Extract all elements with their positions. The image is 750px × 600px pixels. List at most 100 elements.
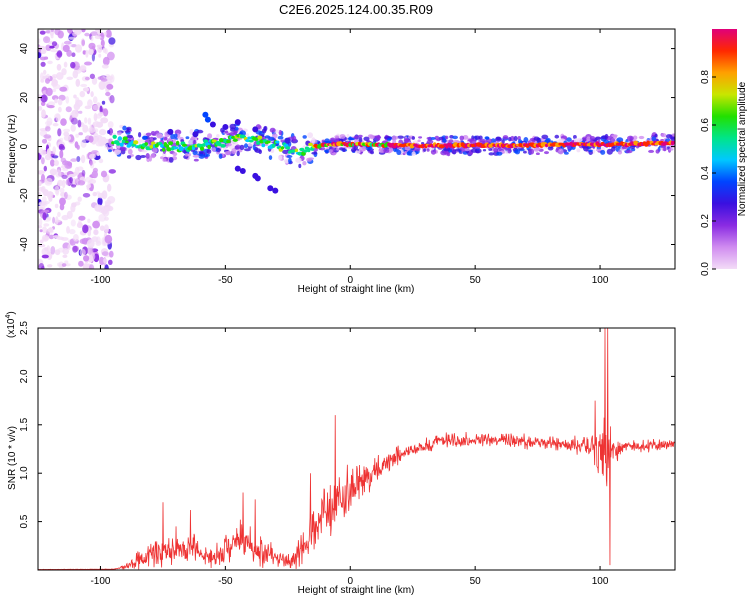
spectrogram-cell (43, 165, 47, 172)
spectrogram-cell (69, 176, 73, 184)
spectrogram-cell (70, 219, 76, 227)
spectrogram-cell (71, 117, 78, 125)
y-tick-label: 0 (19, 143, 30, 149)
spectrogram-cell (82, 124, 89, 133)
spectrogram-cell (277, 135, 284, 140)
colorbar-gradient (712, 29, 737, 269)
spectrogram-cell (535, 147, 541, 151)
spectrogram-cell (50, 159, 55, 167)
spectrogram-cell (452, 135, 458, 140)
spectrogram-cell (589, 136, 596, 141)
spectrogram-cell (651, 136, 657, 142)
spectrogram-cell (47, 264, 53, 268)
spectrogram-cell (232, 138, 238, 142)
spectrogram-cell (40, 61, 46, 67)
spectrogram-cell (48, 234, 55, 240)
spectrogram-cell (661, 133, 667, 138)
spectrogram-cell (514, 149, 521, 155)
spectrogram-cell (84, 135, 92, 142)
chart-title: C2E6.2025.124.00.35.R09 (279, 2, 433, 17)
spectrogram-cell (162, 158, 167, 162)
spectrogram-cell (254, 175, 261, 182)
spectrogram-cell (65, 96, 70, 104)
spectrogram-cell (128, 142, 133, 147)
spectrogram-cell (330, 137, 336, 142)
x-tick-label: 50 (470, 275, 482, 286)
spectrogram-cell (57, 99, 63, 106)
spectrogram-cell (105, 91, 111, 97)
spectrogram-cell (88, 179, 97, 184)
spectrogram-cell (196, 129, 204, 134)
spectrogram-cell (38, 263, 45, 269)
spectrogram-cell (218, 138, 224, 143)
spectrogram-panel: -100 -50 0 50 100 -40 -20 0 20 40 Height of stra… (7, 28, 676, 295)
spectrogram-cell (107, 130, 111, 134)
spectrogram-x-ticks: -100 -50 0 50 100 (90, 29, 609, 286)
spectrogram-cell (275, 140, 280, 144)
x-tick-label: 100 (592, 275, 609, 286)
spectrogram-cell (334, 135, 340, 139)
spectrogram-cell (108, 149, 112, 153)
spectrogram-cell (426, 148, 430, 152)
spectrogram-cell (311, 151, 318, 155)
spectrogram-x-label: Height of straight line (km) (298, 284, 415, 295)
colorbar-tick-label: 0.2 (700, 214, 711, 228)
spectrogram-cell (63, 135, 72, 141)
spectrogram-cell (122, 125, 127, 131)
spectrogram-cell (133, 140, 139, 145)
spectrogram-cell (41, 196, 47, 203)
spectrogram-cell (45, 126, 51, 132)
spectrogram-cell (59, 187, 65, 193)
colorbar-tick-label: 0.0 (700, 262, 711, 276)
spectrogram-cell (181, 143, 188, 147)
spectrogram-cell (411, 136, 415, 140)
spectrogram-cell (328, 149, 333, 153)
spectrogram-cell (101, 100, 106, 105)
spectrogram-cell (52, 146, 56, 154)
spectrogram-cell (99, 256, 105, 266)
spectrogram-cell (207, 144, 211, 150)
spectrogram-cell (224, 151, 232, 156)
spectrogram-cell (68, 36, 76, 40)
spectrogram-cell (358, 134, 363, 138)
spectrogram-cell (247, 136, 252, 140)
spectrogram-cell (278, 155, 283, 161)
spectrogram-cell (41, 149, 47, 156)
spectrogram-cell (59, 149, 64, 159)
spectrogram-cell (45, 44, 52, 51)
spectrogram-cell (40, 72, 44, 81)
spectrogram-cell (39, 229, 43, 233)
spectrogram-cell (493, 147, 499, 153)
spectrogram-cell (67, 244, 71, 251)
spectrogram-cell (116, 142, 121, 146)
spectrogram-cell (53, 160, 60, 166)
spectrogram-cell (464, 148, 470, 152)
spectrogram-cell (95, 29, 102, 33)
spectrogram-cell (370, 150, 374, 155)
spectrogram-cell (54, 185, 60, 195)
spectrogram-cell (267, 185, 274, 192)
snr-x-ticks: -100 -50 0 50 100 (90, 328, 609, 587)
spectrogram-cell (202, 111, 209, 118)
spectrogram-cell (38, 180, 42, 187)
spectrogram-cell (285, 146, 291, 150)
spectrogram-cell (229, 132, 236, 137)
spectrogram-cell (62, 254, 68, 258)
spectrogram-cell (122, 136, 128, 141)
spectrogram-cell (165, 144, 170, 148)
spectrogram-cell (80, 154, 86, 164)
spectrogram-cell (544, 151, 549, 155)
spectrogram-y-label: Frequency (Hz) (7, 115, 18, 184)
spectrogram-cell (80, 83, 88, 88)
spectrogram-cell (523, 137, 529, 143)
x-tick-label: -50 (218, 576, 233, 587)
spectrogram-cell (54, 203, 59, 209)
spectrogram-cell (272, 143, 276, 148)
spectrogram-cell (459, 135, 465, 141)
spectrogram-cell (58, 145, 66, 151)
x-tick-label: -100 (90, 576, 110, 587)
spectrogram-cell (353, 145, 359, 151)
spectrogram-cell (130, 140, 134, 144)
spectrogram-cell (207, 133, 213, 139)
spectrogram-cell (113, 149, 121, 156)
